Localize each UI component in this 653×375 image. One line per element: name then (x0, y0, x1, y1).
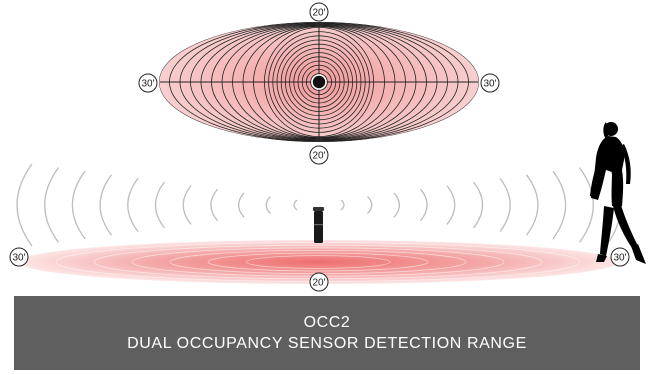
floor-range-ring (245, 255, 391, 269)
caption-title: DUAL OCCUPANCY SENSOR DETECTION RANGE (127, 335, 527, 352)
caption-model: OCC2 (303, 314, 351, 331)
detection-wave-arc (237, 192, 245, 218)
detection-wave-arc (525, 174, 539, 236)
top-label-bottom-text: 20' (312, 151, 325, 162)
detection-wave-arc (182, 185, 192, 225)
top-label-left: 30' (138, 73, 158, 93)
side-label-left: 30' (9, 247, 29, 267)
detection-wave-arc (44, 167, 60, 243)
side-label-right: 30' (610, 247, 630, 267)
top-label-top-text: 20' (312, 8, 325, 19)
detection-wave-arc (154, 181, 166, 229)
top-label-bottom: 20' (309, 145, 329, 165)
side-view: 30' 30' 20' (9, 122, 646, 292)
sensor-dot-icon (311, 74, 327, 90)
detection-wave-arc (446, 185, 456, 225)
sensor-icon (313, 207, 324, 243)
detection-wave-arc (472, 181, 484, 229)
side-label-right-text: 30' (613, 253, 626, 264)
detection-wave-arc (340, 199, 345, 211)
side-label-bottom: 20' (309, 272, 329, 292)
detection-wave-arc (127, 178, 139, 232)
detection-wave-arc (210, 188, 218, 222)
detection-wave-arc (293, 199, 298, 211)
detection-wave-arc (265, 195, 271, 215)
detection-waves (16, 163, 622, 247)
detection-wave-arc (578, 167, 594, 243)
detection-wave-arc (420, 188, 428, 222)
top-label-left-text: 30' (141, 79, 154, 90)
side-label-left-text: 30' (12, 253, 25, 264)
top-label-top: 20' (309, 2, 329, 22)
detection-wave-arc (393, 192, 401, 218)
detection-wave-arc (71, 170, 86, 240)
detection-wave-arc (16, 163, 33, 247)
caption-banner: OCC2 DUAL OCCUPANCY SENSOR DETECTION RAN… (14, 296, 640, 370)
top-label-right-text: 30' (483, 79, 496, 90)
detection-wave-arc (367, 195, 373, 215)
top-view: 20' 20' 30' 30' (138, 2, 500, 165)
top-label-right: 30' (480, 73, 500, 93)
detection-wave-arc (499, 178, 511, 232)
walking-person-icon (590, 122, 646, 264)
floor-range-ring (207, 252, 429, 272)
detection-range-diagram: 20' 20' 30' 30' (9, 2, 646, 292)
side-label-bottom-text: 20' (312, 278, 325, 289)
detection-wave-arc (99, 174, 113, 236)
floor-range-ellipse (18, 240, 618, 284)
detection-wave-arc (552, 170, 567, 240)
